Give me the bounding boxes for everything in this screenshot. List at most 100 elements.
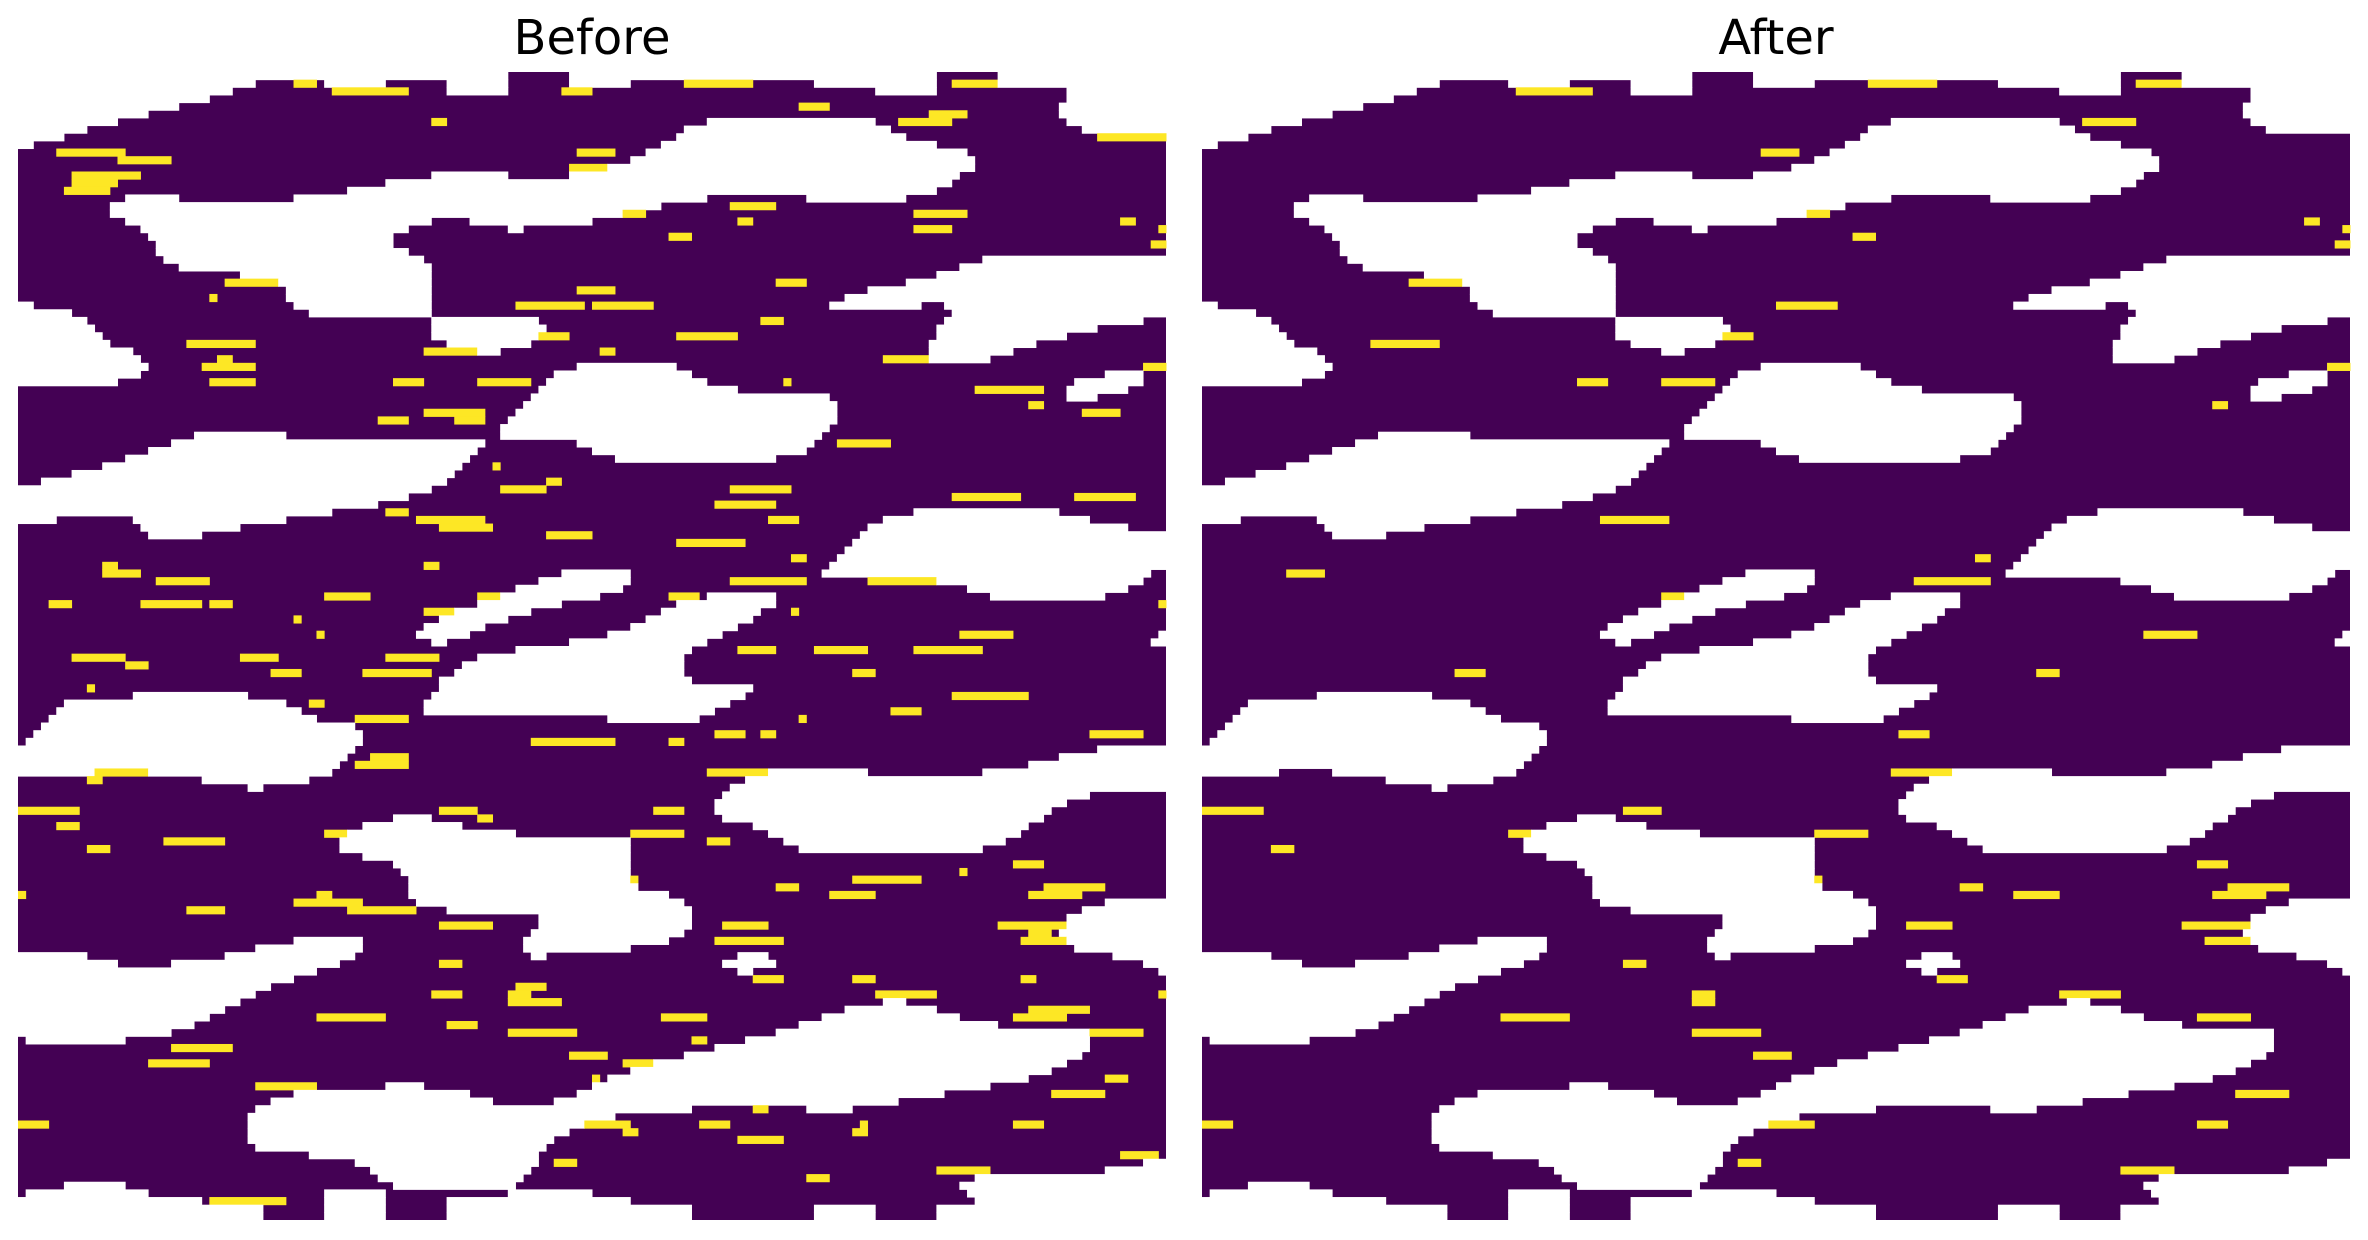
white-region <box>194 431 287 440</box>
white-region <box>2120 577 2328 586</box>
yellow-region <box>1814 875 1823 884</box>
white-region <box>18 760 340 769</box>
yellow-region <box>18 890 27 900</box>
white-region <box>752 822 1029 831</box>
white-region <box>18 339 111 349</box>
yellow-region <box>507 998 562 1007</box>
yellow-region <box>1500 1013 1570 1022</box>
white-region <box>1622 676 1876 685</box>
yellow-region <box>1020 975 1037 984</box>
white-region <box>18 952 88 961</box>
yellow-region <box>1867 79 1938 88</box>
yellow-region <box>768 515 800 525</box>
white-region <box>576 439 815 448</box>
white-region <box>989 592 1106 601</box>
white-region <box>2120 324 2282 333</box>
white-region <box>2135 309 2351 318</box>
yellow-region <box>1158 990 1167 999</box>
white-region <box>446 1204 692 1213</box>
white-region <box>1362 263 1616 272</box>
white-region <box>1209 1036 1310 1045</box>
white-region <box>936 1204 1167 1213</box>
yellow-region <box>186 906 226 915</box>
yellow-region <box>1661 592 1685 601</box>
white-region <box>1898 799 2252 808</box>
white-region <box>2059 87 2121 96</box>
white-region <box>1324 523 1425 532</box>
yellow-region <box>913 646 983 655</box>
white-region <box>1217 730 1547 739</box>
white-region <box>1722 921 1876 930</box>
yellow-region <box>829 890 876 900</box>
yellow-region <box>377 416 409 425</box>
yellow-region <box>2212 401 2229 410</box>
white-region <box>102 462 463 471</box>
white-region <box>1531 186 2121 195</box>
yellow-region <box>875 990 937 999</box>
yellow-region <box>423 607 455 616</box>
white-region <box>1737 1097 2083 1106</box>
white-region <box>2265 906 2351 915</box>
yellow-region <box>2059 990 2121 999</box>
white-region <box>1906 791 2274 800</box>
image-after <box>1202 72 2351 1221</box>
white-region <box>1066 385 1129 394</box>
white-region <box>737 967 754 976</box>
white-region <box>959 1181 1167 1190</box>
yellow-region <box>1051 1089 1106 1099</box>
white-region <box>1959 1028 2274 1037</box>
white-region <box>2258 378 2328 387</box>
white-region <box>2020 554 2351 563</box>
yellow-region <box>737 217 754 226</box>
white-region <box>706 117 876 127</box>
white-region <box>997 72 1167 81</box>
white-region <box>2013 301 2106 310</box>
yellow-region <box>882 355 930 364</box>
white-region <box>324 1204 386 1213</box>
yellow-region <box>1074 492 1136 502</box>
white-region <box>293 1089 471 1099</box>
yellow-region <box>1890 768 1953 777</box>
white-region <box>278 278 432 287</box>
white-region <box>523 936 670 945</box>
white-region <box>714 1043 1090 1053</box>
white-region <box>928 347 1014 356</box>
white-region <box>1202 301 1218 310</box>
white-region <box>538 385 738 394</box>
yellow-region <box>362 668 432 678</box>
white-region <box>2250 936 2351 945</box>
white-region <box>431 691 746 701</box>
white-region <box>2028 293 2351 303</box>
white-region <box>1569 1082 1609 1091</box>
white-region <box>1722 577 1815 586</box>
white-region <box>2265 125 2351 134</box>
white-region <box>1776 447 1991 456</box>
white-region <box>1967 837 2190 846</box>
white-region <box>1202 1212 1448 1221</box>
yellow-region <box>148 1059 210 1068</box>
white-region <box>1584 867 1815 877</box>
white-region <box>1982 1021 2183 1030</box>
white-region <box>431 171 509 180</box>
yellow-region <box>293 79 317 88</box>
white-region <box>1760 439 1999 448</box>
yellow-region <box>676 538 746 548</box>
yellow-region <box>507 990 532 999</box>
white-region <box>1058 110 1167 119</box>
yellow-region <box>18 806 80 815</box>
white-region <box>2097 508 2244 517</box>
yellow-region <box>569 1051 608 1060</box>
white-region <box>109 209 624 218</box>
yellow-region <box>1270 844 1295 854</box>
white-region <box>2281 745 2351 754</box>
white-region <box>1753 79 1815 88</box>
white-region <box>454 607 532 616</box>
white-region <box>1607 707 1899 716</box>
yellow-region <box>515 301 585 310</box>
white-region <box>630 156 976 165</box>
yellow-region <box>140 600 203 609</box>
yellow-region <box>859 1120 869 1129</box>
white-region <box>1202 760 1524 769</box>
white-region <box>1058 102 1167 111</box>
white-region <box>1691 1189 1777 1198</box>
